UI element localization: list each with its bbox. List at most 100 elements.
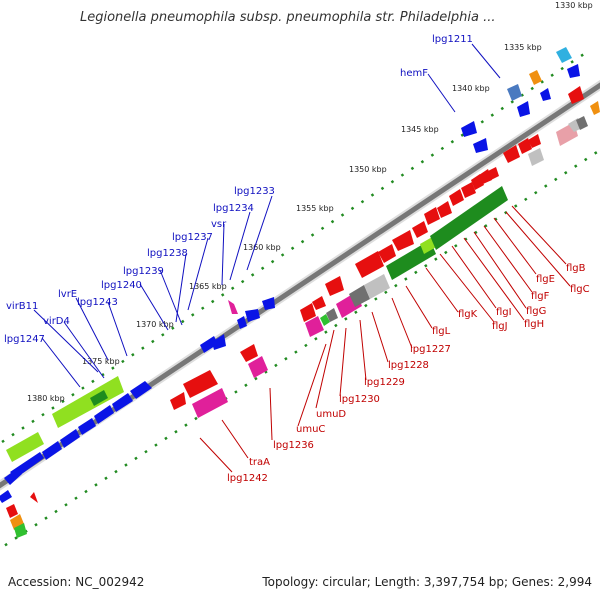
- gene-arrow-forward[interactable]: [540, 88, 551, 101]
- gene-block[interactable]: [6, 432, 44, 462]
- gene-label-flgB[interactable]: flgB: [566, 263, 586, 274]
- gene-arrow-reverse[interactable]: [461, 182, 476, 198]
- gene-arrow-reverse[interactable]: [424, 207, 440, 225]
- gene-block[interactable]: [430, 186, 508, 250]
- gene-arrow-reverse[interactable]: [392, 230, 414, 251]
- gene-arrow-forward[interactable]: [130, 381, 152, 399]
- gene-arrow-reverse[interactable]: [183, 370, 218, 398]
- reverse-misc-genes[interactable]: [10, 101, 600, 538]
- gene-arrow-forward[interactable]: [0, 490, 12, 503]
- gene-label-traA[interactable]: traA: [249, 457, 270, 468]
- gene-arrow-reverse[interactable]: [488, 167, 499, 180]
- gene-arrow-reverse[interactable]: [518, 138, 532, 154]
- gene-label-lpg1236[interactable]: lpg1236: [273, 440, 314, 451]
- gene-label-lpg1233[interactable]: lpg1233: [234, 186, 275, 197]
- gene-block[interactable]: [248, 356, 268, 378]
- gene-arrow-forward[interactable]: [237, 316, 247, 329]
- gene-label-lpg1247[interactable]: lpg1247: [4, 334, 45, 345]
- gene-arrow-reverse[interactable]: [412, 221, 428, 238]
- gene-arrow-reverse[interactable]: [312, 296, 326, 310]
- gene-label-lpg1243[interactable]: lpg1243: [77, 297, 118, 308]
- gene-label-lpg1237[interactable]: lpg1237: [172, 232, 213, 243]
- gene-label-lpg1229[interactable]: lpg1229: [364, 377, 405, 388]
- gene-label-hemF[interactable]: hemF: [400, 68, 428, 79]
- gene-arrow-forward[interactable]: [517, 101, 530, 117]
- gene-block[interactable]: [364, 274, 390, 299]
- kbp-tick-label: 1365 kbp: [189, 282, 227, 291]
- gene-label-virB11[interactable]: virB11: [6, 301, 38, 312]
- gene-arrow-forward[interactable]: [112, 393, 133, 412]
- gene-block[interactable]: [507, 84, 522, 101]
- forward-strand-genes[interactable]: [0, 64, 580, 503]
- gene-arrow-forward[interactable]: [567, 64, 580, 78]
- gene-block[interactable]: [349, 285, 370, 307]
- gene-arrow-reverse[interactable]: [503, 145, 520, 163]
- gene-arrow-reverse[interactable]: [378, 244, 396, 263]
- gene-label-flgL[interactable]: flgL: [432, 326, 451, 337]
- gene-block[interactable]: [228, 300, 238, 314]
- forward-misc-genes[interactable]: [6, 47, 572, 462]
- chromosome-backbone: [0, 79, 600, 491]
- gene-arrow-forward[interactable]: [94, 405, 114, 424]
- forward-gene-annotations: [33, 43, 501, 388]
- gene-label-flgG[interactable]: flgG: [526, 306, 546, 317]
- gene-label-lpg1239[interactable]: lpg1239: [123, 266, 164, 277]
- gene-label-umuC[interactable]: umuC: [296, 424, 325, 435]
- gene-label-flgE[interactable]: flgE: [536, 274, 555, 285]
- gene-block[interactable]: [576, 116, 588, 130]
- gene-block[interactable]: [556, 47, 572, 63]
- gene-arrow-reverse[interactable]: [528, 134, 541, 148]
- gene-arrow-reverse[interactable]: [325, 276, 344, 296]
- gene-label-lpg1242[interactable]: lpg1242: [227, 473, 268, 484]
- gene-arrow-reverse[interactable]: [170, 392, 186, 410]
- gene-block[interactable]: [590, 101, 600, 115]
- gene-arrow-reverse[interactable]: [240, 344, 258, 362]
- gene-label-flgI[interactable]: flgI: [496, 307, 512, 318]
- gene-label-flgJ[interactable]: flgJ: [492, 321, 508, 332]
- gene-label-lpg1230[interactable]: lpg1230: [339, 394, 380, 405]
- gene-arrow-reverse[interactable]: [355, 251, 384, 278]
- gene-label-lpg1240[interactable]: lpg1240: [101, 280, 142, 291]
- gene-label-lpg1228[interactable]: lpg1228: [388, 360, 429, 371]
- gene-label-lpg1227[interactable]: lpg1227: [410, 344, 451, 355]
- gene-arrow-reverse[interactable]: [568, 86, 584, 104]
- gene-arrow-forward[interactable]: [245, 309, 260, 322]
- gene-arrow-forward[interactable]: [60, 429, 80, 448]
- gene-block[interactable]: [52, 376, 124, 428]
- gene-block[interactable]: [90, 390, 108, 406]
- gene-label-lpg1234[interactable]: lpg1234: [213, 203, 254, 214]
- gene-arrow-forward[interactable]: [473, 138, 488, 153]
- gene-block[interactable]: [320, 314, 330, 326]
- gene-arrow-forward[interactable]: [42, 441, 62, 460]
- gene-block[interactable]: [305, 316, 324, 337]
- gene-arrow-forward[interactable]: [78, 418, 96, 435]
- gene-block[interactable]: [529, 70, 542, 85]
- gene-arrow-reverse[interactable]: [6, 504, 18, 518]
- gene-label-lpg1211[interactable]: lpg1211: [432, 34, 473, 45]
- gene-arrow-reverse[interactable]: [30, 492, 38, 503]
- gene-arrow-reverse[interactable]: [300, 303, 316, 322]
- gene-arrow-forward[interactable]: [10, 452, 44, 478]
- gene-label-umuD[interactable]: umuD: [316, 409, 346, 420]
- gene-label-flgC[interactable]: flgC: [570, 284, 590, 295]
- gene-arrow-forward[interactable]: [262, 297, 275, 310]
- gene-label-vsr[interactable]: vsr: [211, 219, 227, 230]
- gene-label-flgF[interactable]: flgF: [531, 291, 550, 302]
- reverse-strand-genes[interactable]: [6, 86, 584, 518]
- gene-block[interactable]: [192, 388, 228, 418]
- gene-block[interactable]: [528, 148, 544, 166]
- gene-label-flgK[interactable]: flgK: [458, 309, 478, 320]
- gene-label-virD4[interactable]: virD4: [43, 316, 70, 327]
- gene-arrow-forward[interactable]: [212, 334, 226, 350]
- genome-summary-text: Topology: circular; Length: 3,397,754 bp…: [262, 575, 592, 589]
- gene-arrow-reverse[interactable]: [437, 201, 452, 218]
- gene-label-lpg1238[interactable]: lpg1238: [147, 248, 188, 259]
- gene-arrow-forward[interactable]: [200, 336, 218, 353]
- gene-block[interactable]: [326, 308, 338, 322]
- gene-block[interactable]: [14, 523, 27, 538]
- gene-arrow-forward[interactable]: [461, 121, 477, 137]
- gene-label-lvrE[interactable]: lvrE: [58, 289, 77, 300]
- gene-arrow-reverse[interactable]: [449, 189, 464, 206]
- gene-label-flgH[interactable]: flgH: [524, 319, 544, 330]
